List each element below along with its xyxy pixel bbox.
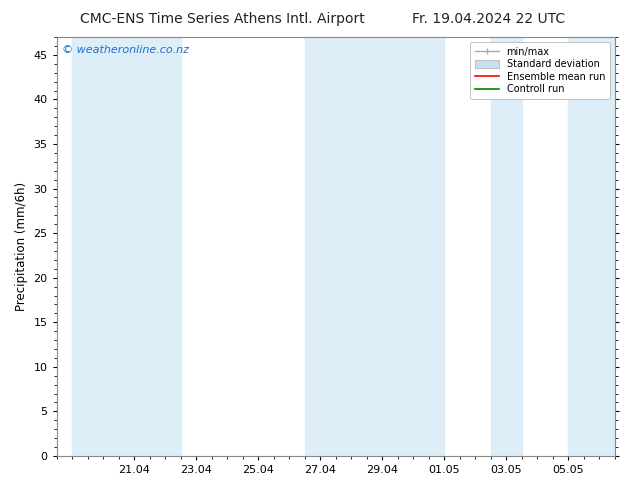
Text: CMC-ENS Time Series Athens Intl. Airport: CMC-ENS Time Series Athens Intl. Airport: [79, 12, 365, 26]
Bar: [134, 37, 181, 456]
Bar: [367, 37, 413, 456]
Bar: [413, 37, 444, 456]
Text: © weatheronline.co.nz: © weatheronline.co.nz: [62, 46, 190, 55]
Legend: min/max, Standard deviation, Ensemble mean run, Controll run: min/max, Standard deviation, Ensemble me…: [470, 42, 610, 99]
Bar: [305, 37, 367, 456]
Text: Fr. 19.04.2024 22 UTC: Fr. 19.04.2024 22 UTC: [411, 12, 565, 26]
Bar: [491, 37, 522, 456]
Bar: [568, 37, 615, 456]
Y-axis label: Precipitation (mm/6h): Precipitation (mm/6h): [15, 182, 28, 311]
Bar: [72, 37, 134, 456]
